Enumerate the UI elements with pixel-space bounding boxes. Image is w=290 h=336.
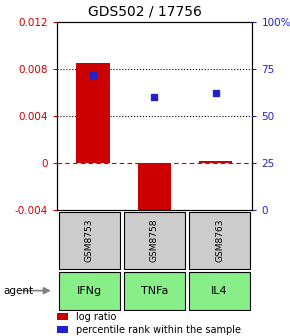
Text: GSM8763: GSM8763: [215, 218, 224, 262]
Text: GDS502 / 17756: GDS502 / 17756: [88, 5, 202, 19]
Text: GSM8758: GSM8758: [150, 218, 159, 262]
Bar: [77, 63, 110, 163]
Bar: [124, 212, 185, 269]
Text: agent: agent: [3, 286, 33, 296]
Bar: [137, 163, 171, 216]
Text: GSM8753: GSM8753: [85, 218, 94, 262]
Text: log ratio: log ratio: [76, 312, 117, 322]
Text: IL4: IL4: [211, 286, 228, 296]
Bar: [57, 327, 68, 333]
Bar: [57, 313, 68, 321]
Bar: [199, 161, 232, 163]
Text: percentile rank within the sample: percentile rank within the sample: [76, 325, 241, 335]
Bar: [59, 212, 120, 269]
Bar: [124, 272, 185, 309]
Bar: [189, 272, 250, 309]
Text: TNFa: TNFa: [141, 286, 168, 296]
Bar: [59, 272, 120, 309]
Text: IFNg: IFNg: [77, 286, 102, 296]
Bar: [189, 212, 250, 269]
